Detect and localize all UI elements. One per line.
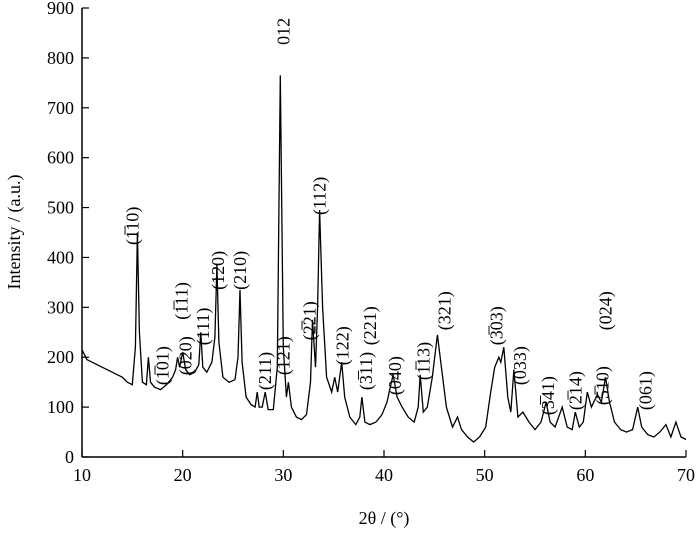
y-tick-label: 700 (47, 98, 74, 118)
y-axis-label: Intensity / (a.u.) (4, 175, 25, 290)
peak-label: (5̅10) (592, 366, 613, 405)
peak-label: (111) (193, 308, 214, 346)
x-tick-label: 30 (274, 465, 292, 485)
peak-label: (024) (595, 291, 616, 330)
peak-label: (1̅10) (122, 207, 143, 245)
peak-label: (1̅11) (172, 282, 193, 320)
peak-label: (3̅03) (487, 306, 508, 345)
x-tick-label: 70 (677, 465, 695, 485)
xrd-line (81, 75, 687, 443)
peak-label: (211) (255, 352, 276, 390)
peak-label: (3̅41) (538, 376, 559, 415)
peak-label: (1̅01) (153, 346, 174, 385)
y-tick-label: 500 (47, 198, 74, 218)
peak-label: (321) (434, 291, 455, 330)
peak-label: (2̅14) (565, 371, 586, 410)
peak-label: (221) (360, 306, 381, 345)
x-tick-label: 50 (476, 465, 494, 485)
peak-label: 012 (273, 18, 293, 45)
y-tick-label: 0 (65, 447, 74, 467)
x-tick-label: 10 (73, 465, 91, 485)
peak-label: (122) (333, 326, 354, 365)
x-tick-label: 40 (375, 465, 393, 485)
peak-label: (112) (310, 177, 331, 215)
peak-label: (210) (230, 251, 251, 290)
peak-label: (2̅21) (300, 301, 321, 340)
y-tick-label: 100 (47, 397, 74, 417)
y-tick-label: 400 (47, 247, 74, 267)
peak-label: (040) (385, 356, 406, 395)
x-tick-label: 20 (174, 465, 192, 485)
y-tick-label: 800 (47, 48, 74, 68)
peak-label: (121) (273, 336, 294, 375)
x-tick-label: 60 (576, 465, 594, 485)
peak-label: (3̅11) (356, 352, 377, 390)
y-tick-label: 600 (47, 148, 74, 168)
x-axis-label: 2θ / (°) (359, 508, 410, 529)
peak-label: (033) (510, 346, 531, 385)
peak-label: (1̅13) (413, 342, 434, 380)
y-tick-label: 300 (47, 297, 74, 317)
peak-label: (061) (636, 371, 657, 410)
y-tick-label: 200 (47, 347, 74, 367)
y-tick-label: 900 (47, 0, 74, 18)
peak-label: (120) (208, 251, 229, 290)
peak-label: (020) (176, 336, 197, 375)
